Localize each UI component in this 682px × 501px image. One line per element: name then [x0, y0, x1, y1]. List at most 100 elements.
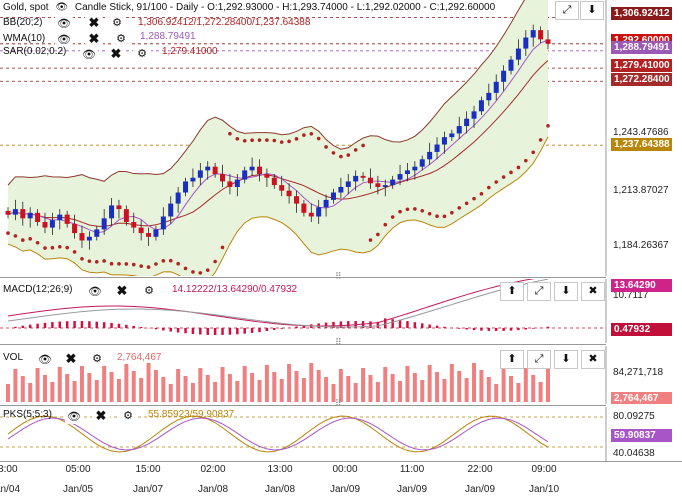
close-icon[interactable]: ✖ [62, 352, 80, 366]
expand-button[interactable]: ⤢ [527, 282, 551, 301]
resize-grip[interactable]: ⠿ [335, 271, 342, 281]
candle-body [501, 70, 507, 82]
volume-bar [338, 369, 343, 402]
sar-dot [43, 246, 47, 250]
volume-bar [449, 364, 454, 402]
sar-dot [516, 165, 521, 170]
main-chart-pane[interactable]: Gold, spot 👁 Candle Stick, 91/100 - Dail… [0, 0, 682, 276]
move-up-button[interactable]: ⬆ [500, 282, 524, 301]
close-pane-button[interactable]: ✖ [581, 350, 605, 369]
volume-bar [72, 381, 77, 402]
candle-body [123, 209, 129, 223]
x-axis: 18:00 Jan/04 05:00 Jan/05 15:00 Jan/07 02:00 Ja… [0, 461, 682, 501]
sar-dot [331, 151, 336, 155]
volume-bar [176, 369, 181, 402]
candle-body [545, 39, 551, 44]
x-axis-time-label: 13:00 [267, 464, 293, 475]
volume-bar [50, 382, 55, 402]
close-icon[interactable]: ✖ [113, 284, 131, 298]
gear-icon[interactable]: ⚙ [140, 284, 158, 298]
sar-dot [139, 264, 143, 268]
x-axis-time-label: 09:00 [531, 464, 557, 475]
sar-dot [198, 271, 203, 275]
candle-body [183, 181, 189, 193]
move-down-button[interactable]: ⬇ [580, 1, 604, 20]
y-axis-tick: 40.04638 [613, 448, 655, 459]
eye-icon[interactable]: 👁 [55, 2, 69, 13]
sar-dot [50, 245, 55, 250]
move-up-button[interactable]: ⬆ [500, 350, 524, 369]
bollinger-upper-line [7, 0, 526, 186]
resize-grip[interactable]: ⠿ [335, 337, 342, 347]
close-pane-button[interactable]: ✖ [581, 282, 605, 301]
close-icon[interactable]: ✖ [85, 32, 103, 46]
gear-icon[interactable]: ⚙ [88, 352, 106, 366]
sar-dot [324, 145, 328, 149]
volume-bar [390, 374, 395, 402]
volume-bar [494, 384, 499, 402]
candle-body [94, 229, 100, 237]
volume-bar [146, 363, 151, 402]
candle-body [35, 212, 41, 223]
x-axis-date-label: Jan/08 [197, 484, 229, 495]
candle-body [345, 181, 351, 187]
pane-divider[interactable] [0, 277, 606, 278]
expand-button[interactable]: ⤢ [555, 1, 579, 20]
volume-bar [486, 377, 491, 402]
volume-bar [235, 381, 240, 402]
eye-icon[interactable]: 👁 [55, 17, 73, 31]
candle-body [464, 118, 470, 127]
volume-pane[interactable]: VOL 👁 ✖ ⚙ 2,764,467 ⬆ ⤢ ⬇ ✖ 84,271,718 2… [0, 346, 682, 404]
volume-bar [242, 366, 247, 402]
close-icon[interactable]: ✖ [92, 409, 110, 423]
resize-grip[interactable]: ⠿ [335, 398, 342, 408]
sar-dot [6, 231, 10, 235]
volume-bar [457, 371, 462, 402]
volume-tag: 2,764,467 [611, 392, 672, 404]
bollinger-lower-line [7, 136, 549, 276]
eye-icon[interactable]: 👁 [86, 285, 104, 299]
expand-button[interactable]: ⤢ [527, 350, 551, 369]
candle-body [234, 179, 240, 187]
volume-bar [412, 373, 417, 402]
pane-divider[interactable] [0, 344, 606, 345]
pks-k-line [7, 415, 549, 453]
gear-icon[interactable]: ⚙ [133, 47, 151, 61]
sar-dot [398, 209, 402, 214]
eye-icon[interactable]: 👁 [55, 33, 73, 47]
move-down-button[interactable]: ⬇ [554, 282, 578, 301]
close-icon[interactable]: ✖ [85, 16, 103, 30]
eye-icon[interactable]: 👁 [80, 48, 98, 62]
eye-icon[interactable]: 👁 [65, 410, 83, 424]
macd-pane[interactable]: MACD(12;26;9) 👁 ✖ ⚙ 14.12222/13.64290/0.… [0, 279, 682, 343]
sar-dot [65, 245, 69, 250]
x-axis-date-label: Jan/04 [0, 484, 21, 495]
sar-dot [205, 268, 210, 272]
volume-bar [538, 382, 543, 402]
y-axis-tick: 80.09275 [613, 411, 655, 422]
sar-dot [57, 244, 62, 249]
candle-body [434, 144, 440, 152]
sar-dot [20, 238, 25, 242]
candlestick-chart[interactable] [0, 0, 682, 276]
eye-icon[interactable]: 👁 [36, 353, 54, 367]
gear-icon[interactable]: ⚙ [112, 32, 130, 46]
sar-dot [168, 258, 173, 263]
volume-bar [294, 371, 299, 402]
x-axis-time-label: 18:00 [0, 464, 18, 475]
volume-bar [353, 383, 358, 402]
gear-icon[interactable]: ⚙ [119, 409, 137, 423]
pane-divider[interactable] [0, 405, 606, 406]
sar-dot [161, 259, 166, 263]
x-axis-time-label: 11:00 [399, 464, 425, 475]
volume-bar [264, 365, 269, 402]
volume-chart [6, 346, 607, 404]
candle-body [153, 229, 159, 237]
pks-value: 55.85923/59.90837 [148, 409, 234, 421]
move-down-button[interactable]: ⬇ [554, 350, 578, 369]
close-icon[interactable]: ✖ [107, 47, 125, 61]
pks-pane[interactable]: PKS(5;5;3) 👁 ✖ ⚙ 55.85923/59.90837 80.09… [0, 407, 682, 461]
candle-body [293, 196, 299, 204]
gear-icon[interactable]: ⚙ [108, 16, 126, 30]
sar-dot [472, 196, 476, 201]
